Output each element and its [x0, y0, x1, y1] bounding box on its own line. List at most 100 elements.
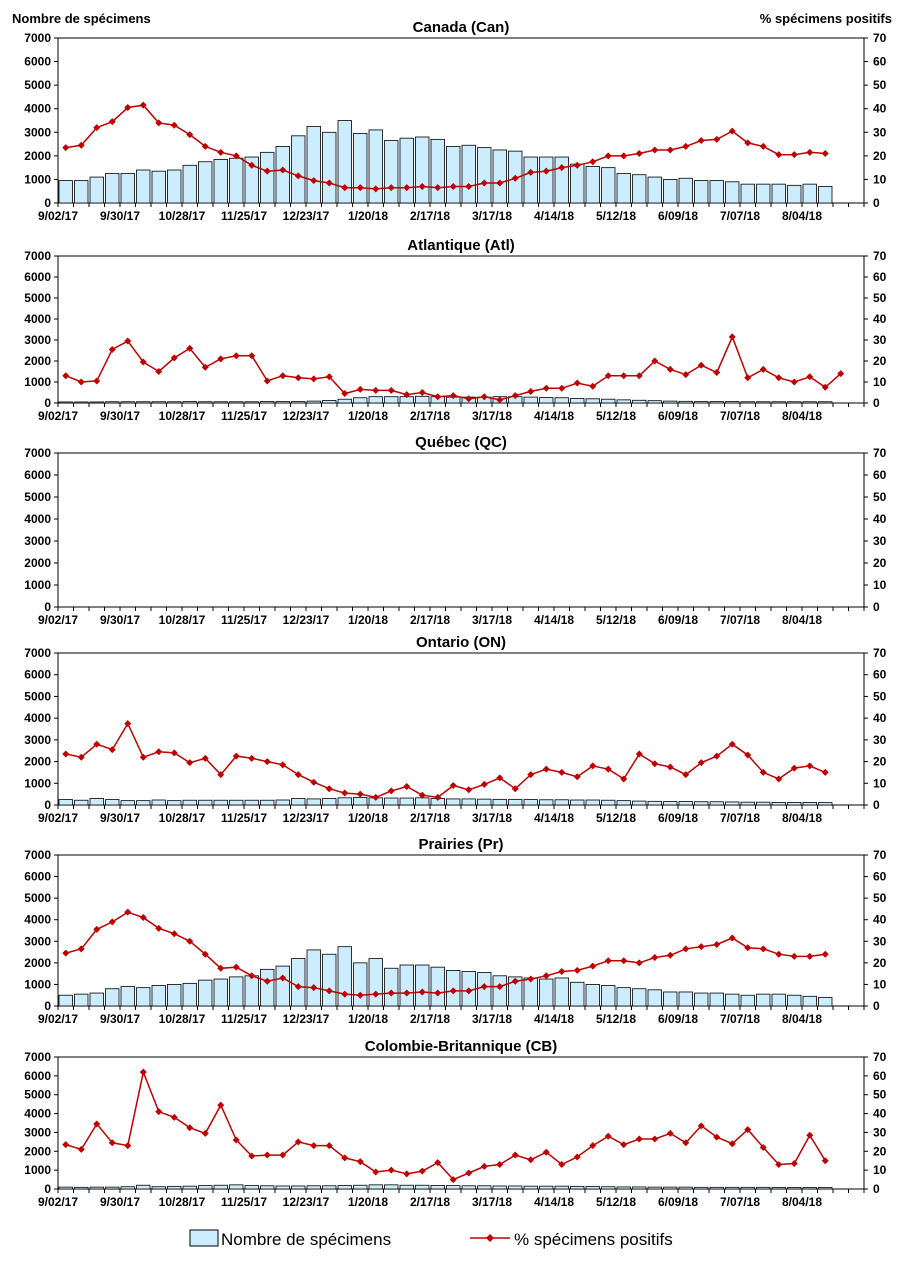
bar [182, 401, 197, 404]
bar [368, 396, 383, 404]
bar [384, 797, 399, 806]
line-point [651, 1135, 659, 1143]
bar [322, 953, 337, 1007]
bar [616, 399, 631, 404]
line-point [573, 379, 581, 387]
bar [616, 1186, 631, 1190]
line-point [434, 1159, 442, 1167]
line-point [124, 720, 132, 728]
line-point [651, 953, 659, 961]
line-point [248, 754, 256, 762]
line-point [108, 118, 116, 126]
line-point [604, 957, 612, 965]
x-tick-label: 10/28/17 [159, 1012, 206, 1026]
bar [337, 946, 352, 1007]
bar [399, 797, 414, 806]
bar [523, 156, 538, 204]
bar [585, 984, 600, 1007]
line-point [155, 119, 163, 127]
x-tick-label: 10/28/17 [159, 613, 206, 627]
bar [275, 965, 290, 1007]
line-point [821, 150, 829, 157]
bar [601, 1186, 616, 1190]
bar [694, 401, 709, 404]
bar [461, 144, 476, 204]
bar [477, 147, 492, 204]
bar [291, 135, 306, 204]
bar [430, 966, 445, 1007]
line-point [759, 142, 767, 150]
bar [260, 968, 275, 1007]
bar [477, 1185, 492, 1190]
y2-tick-label: 0 [873, 999, 880, 1013]
line-point [682, 142, 690, 150]
line-point [806, 952, 814, 960]
y2-tick-label: 40 [873, 711, 887, 725]
bar [213, 158, 228, 204]
line-point [155, 368, 163, 375]
bar [415, 964, 430, 1007]
line-point [713, 752, 721, 760]
y2-tick-label: 20 [873, 354, 887, 368]
bar [492, 975, 507, 1007]
bar [74, 180, 89, 204]
line-point [449, 183, 457, 190]
bar [136, 987, 151, 1007]
line-point [248, 1152, 256, 1160]
bar [430, 1185, 445, 1190]
y-tick-label: 2000 [24, 1144, 51, 1158]
bar [244, 156, 259, 204]
y-tick-label: 6000 [24, 1069, 51, 1083]
line-point [821, 950, 829, 958]
bar [275, 1185, 290, 1190]
y2-tick-label: 10 [873, 375, 887, 389]
y2-tick-label: 30 [873, 934, 887, 948]
bar [771, 183, 786, 204]
bar [430, 138, 445, 204]
line-point [93, 124, 101, 132]
bar [415, 1184, 430, 1190]
y-tick-label: 1000 [24, 977, 51, 991]
bar [58, 1186, 73, 1190]
bar [725, 1186, 740, 1190]
x-tick-label: 3/17/18 [472, 209, 512, 223]
bar [229, 799, 244, 806]
line-point [232, 963, 240, 971]
y-tick-label: 6000 [24, 468, 51, 482]
y-tick-label: 5000 [24, 291, 51, 305]
y2-tick-label: 50 [873, 490, 887, 504]
bar [244, 975, 259, 1007]
y2-tick-label: 10 [873, 776, 887, 790]
bar [632, 174, 647, 204]
line-point [744, 944, 752, 952]
bar [663, 801, 678, 806]
y2-tick-label: 60 [873, 270, 887, 284]
bar [539, 156, 554, 204]
line-point [155, 748, 163, 756]
y2-tick-label: 20 [873, 1144, 887, 1158]
line-point [201, 950, 209, 958]
bar [213, 401, 228, 404]
line-point [93, 377, 101, 385]
line-point [279, 372, 287, 380]
y2-tick-label: 60 [873, 870, 887, 884]
chart-panel-3: Ontario (ON)0100020003000400050006000700… [24, 634, 886, 825]
y-tick-label: 4000 [24, 312, 51, 326]
line-point [806, 148, 814, 156]
y-tick-label: 6000 [24, 870, 51, 884]
y2-tick-label: 50 [873, 78, 887, 92]
chart-title: Atlantique (Atl) [407, 237, 514, 254]
x-tick-label: 8/04/18 [782, 1012, 822, 1026]
bar [461, 798, 476, 806]
line-point [511, 785, 519, 793]
bar [151, 170, 166, 204]
bar [337, 1185, 352, 1190]
bar [151, 1186, 166, 1190]
bar [120, 1186, 135, 1190]
y-tick-label: 5000 [24, 689, 51, 703]
x-tick-label: 11/25/17 [221, 1012, 267, 1026]
bar [570, 163, 585, 204]
bar [446, 1185, 461, 1190]
bar [740, 994, 755, 1007]
line-point [558, 384, 566, 392]
